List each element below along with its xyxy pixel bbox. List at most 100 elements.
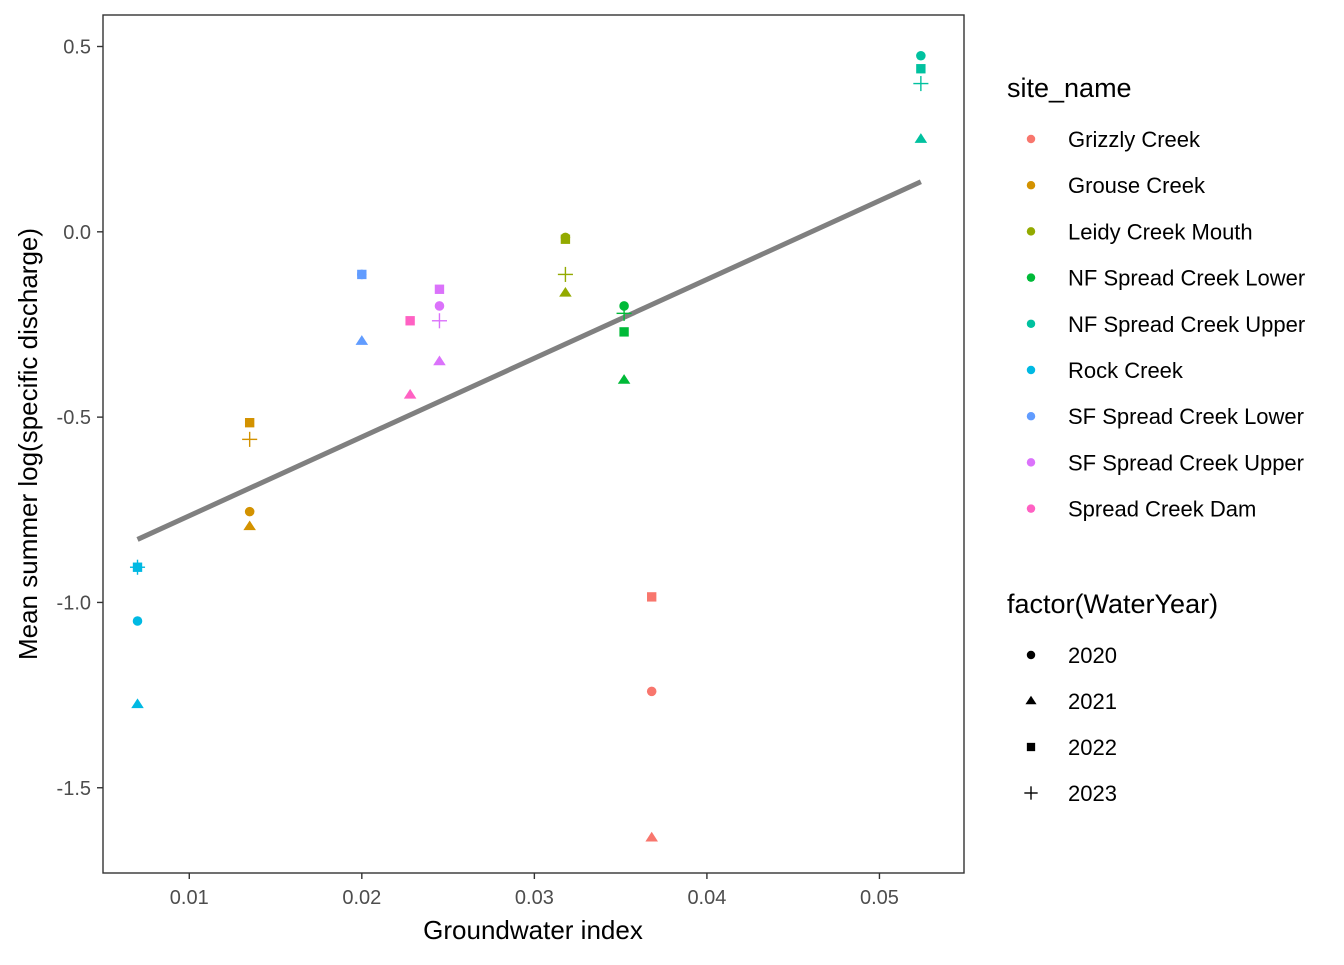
legend-key-triangle bbox=[1025, 695, 1037, 705]
legend-item-grouse-creek: Grouse Creek bbox=[1026, 173, 1206, 198]
legend-item-grizzly-creek: Grizzly Creek bbox=[1026, 127, 1201, 152]
data-point-grizzly-creek-2020 bbox=[646, 686, 657, 697]
data-point-nf-spread-creek-upper-2022 bbox=[916, 64, 926, 74]
x-tick-label: 0.01 bbox=[170, 887, 209, 909]
data-point-nf-spread-creek-upper-2023 bbox=[913, 76, 929, 92]
legend-key-circle bbox=[1026, 650, 1036, 660]
data-point-grouse-creek-2021 bbox=[243, 520, 256, 531]
legend-key-rock-creek bbox=[1026, 365, 1036, 375]
legend-key-spread-creek-dam bbox=[1026, 504, 1036, 513]
legend-item-leidy-creek-mouth: Leidy Creek Mouth bbox=[1026, 219, 1253, 244]
data-point-rock-creek-2023 bbox=[129, 559, 146, 575]
legend: site_name Grizzly Creek Grouse Creek Leidy… bbox=[1007, 73, 1305, 806]
legend-label: Grouse Creek bbox=[1068, 173, 1206, 198]
x-tick-label: 0.03 bbox=[515, 887, 554, 909]
y-axis: -1.5 -1.0 -0.5 0.0 0.5 bbox=[57, 37, 103, 800]
data-point-nf-spread-creek-lower-2021 bbox=[617, 374, 631, 384]
legend-item-spread-creek-dam: Spread Creek Dam bbox=[1026, 497, 1256, 522]
panel-border bbox=[102, 14, 965, 874]
data-point-sf-spread-creek-upper-2022 bbox=[434, 284, 445, 294]
legend-label: NF Spread Creek Lower bbox=[1068, 266, 1305, 291]
series-sf-spread-creek-lower bbox=[355, 269, 369, 345]
points-layer bbox=[129, 50, 929, 842]
legend-item-year-2021: 2021 bbox=[1025, 689, 1117, 714]
data-point-grouse-creek-2023 bbox=[242, 431, 258, 447]
data-point-sf-spread-creek-upper-2021 bbox=[433, 355, 446, 366]
legend-label: Rock Creek bbox=[1068, 358, 1184, 383]
series-leidy-creek-mouth bbox=[557, 232, 573, 297]
legend-key-grizzly-creek bbox=[1026, 134, 1036, 144]
legend-item-rock-creek: Rock Creek bbox=[1026, 358, 1184, 383]
y-tick-label: -1.5 bbox=[57, 778, 91, 800]
plot-panel bbox=[102, 14, 965, 874]
data-point-leidy-creek-mouth-2022 bbox=[560, 234, 571, 244]
legend-label: 2021 bbox=[1068, 689, 1117, 714]
legend-label: 2020 bbox=[1068, 643, 1117, 668]
trend-line-layer bbox=[136, 179, 922, 542]
data-point-grouse-creek-2022 bbox=[244, 418, 255, 428]
data-point-sf-spread-creek-lower-2022 bbox=[357, 269, 367, 280]
legend-label: NF Spread Creek Upper bbox=[1068, 312, 1305, 337]
legend-key-leidy-creek-mouth bbox=[1026, 227, 1036, 236]
data-point-leidy-creek-mouth-2021 bbox=[559, 286, 572, 297]
series-grouse-creek bbox=[242, 418, 258, 531]
legend-item-year-2023: 2023 bbox=[1024, 781, 1117, 806]
legend-label: SF Spread Creek Lower bbox=[1068, 404, 1304, 429]
y-tick-label: 0.5 bbox=[63, 37, 91, 59]
legend-key-nf-spread-creek-lower bbox=[1026, 273, 1036, 282]
y-axis-title: Mean summer log(specific discharge) bbox=[13, 228, 43, 660]
legend-key-nf-spread-creek-upper bbox=[1026, 319, 1036, 329]
data-point-grouse-creek-2020 bbox=[244, 506, 255, 517]
legend-key-square bbox=[1026, 742, 1036, 752]
trend-line bbox=[136, 179, 922, 542]
legend-label: Grizzly Creek bbox=[1068, 127, 1201, 152]
data-point-sf-spread-creek-upper-2023 bbox=[431, 313, 448, 329]
legend-label: Leidy Creek Mouth bbox=[1068, 219, 1253, 244]
series-spread-creek-dam bbox=[403, 316, 417, 399]
data-point-nf-spread-creek-lower-2023 bbox=[616, 305, 632, 321]
data-point-sf-spread-creek-lower-2021 bbox=[355, 335, 369, 345]
series-nf-spread-creek-lower bbox=[616, 301, 632, 384]
legend-key-grouse-creek bbox=[1026, 180, 1036, 190]
data-point-grizzly-creek-2022 bbox=[647, 592, 657, 602]
shape-legend-title: factor(WaterYear) bbox=[1007, 589, 1218, 619]
legend-key-sf-spread-creek-upper bbox=[1026, 458, 1036, 467]
data-point-rock-creek-2020 bbox=[132, 616, 143, 626]
data-point-nf-spread-creek-upper-2021 bbox=[914, 133, 928, 143]
series-sf-spread-creek-upper bbox=[431, 284, 448, 366]
color-legend-items: Grizzly Creek Grouse Creek Leidy Creek Mou… bbox=[1026, 127, 1305, 522]
series-rock-creek bbox=[129, 559, 146, 709]
data-point-grizzly-creek-2021 bbox=[645, 831, 658, 842]
legend-label: 2023 bbox=[1068, 781, 1117, 806]
shape-legend-items: 2020 2021 2022 2023 bbox=[1024, 643, 1117, 806]
data-point-nf-spread-creek-lower-2022 bbox=[619, 327, 629, 337]
legend-item-year-2020: 2020 bbox=[1026, 643, 1117, 668]
x-tick-label: 0.02 bbox=[342, 887, 381, 909]
legend-label: Spread Creek Dam bbox=[1068, 497, 1256, 522]
color-legend-title: site_name bbox=[1007, 73, 1132, 103]
series-nf-spread-creek-upper bbox=[913, 50, 929, 143]
data-point-spread-creek-dam-2021 bbox=[403, 388, 417, 399]
data-point-rock-creek-2021 bbox=[131, 698, 144, 709]
legend-key-plus bbox=[1024, 786, 1038, 800]
x-tick-label: 0.05 bbox=[860, 887, 899, 909]
x-axis-title: Groundwater index bbox=[423, 915, 643, 945]
legend-item-sf-spread-creek-upper: SF Spread Creek Upper bbox=[1026, 450, 1304, 475]
y-tick-label: -0.5 bbox=[57, 407, 91, 429]
legend-item-year-2022: 2022 bbox=[1026, 735, 1117, 760]
data-point-spread-creek-dam-2022 bbox=[405, 316, 415, 326]
legend-label: 2022 bbox=[1068, 735, 1117, 760]
y-tick-label: 0.0 bbox=[63, 222, 91, 244]
legend-item-sf-spread-creek-lower: SF Spread Creek Lower bbox=[1026, 404, 1304, 429]
legend-label: SF Spread Creek Upper bbox=[1068, 450, 1304, 475]
data-point-nf-spread-creek-upper-2020 bbox=[916, 50, 926, 61]
data-point-leidy-creek-mouth-2023 bbox=[557, 266, 573, 282]
legend-key-sf-spread-creek-lower bbox=[1026, 411, 1036, 421]
legend-item-nf-spread-creek-upper: NF Spread Creek Upper bbox=[1026, 312, 1305, 337]
series-grizzly-creek bbox=[645, 592, 658, 842]
x-tick-label: 0.04 bbox=[687, 887, 726, 909]
legend-item-nf-spread-creek-lower: NF Spread Creek Lower bbox=[1026, 266, 1305, 291]
data-point-sf-spread-creek-upper-2020 bbox=[434, 301, 445, 311]
y-tick-label: -1.0 bbox=[57, 592, 91, 614]
